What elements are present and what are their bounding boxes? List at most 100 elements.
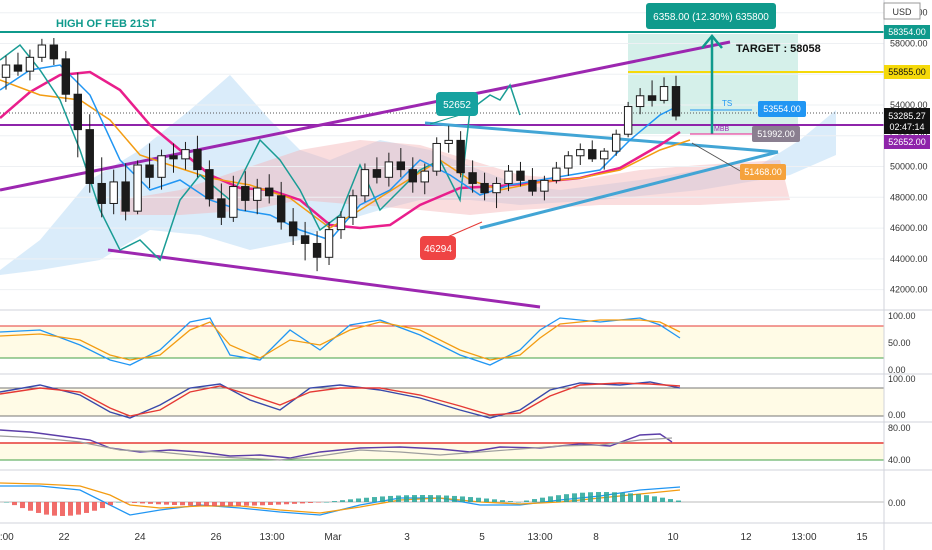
macd-bar xyxy=(588,492,593,502)
macd-pane xyxy=(0,482,884,516)
rsi-pane xyxy=(0,429,884,461)
macd-bar xyxy=(252,502,257,506)
candle-body xyxy=(205,169,214,200)
macd-bar xyxy=(124,502,129,503)
candle-body xyxy=(528,179,537,192)
macd-bar xyxy=(180,502,185,506)
candle-body xyxy=(229,186,238,218)
macd-bar xyxy=(380,496,385,502)
price-tags: USD 58354.00 55855.00 53285.27 02:47:14 … xyxy=(883,2,930,149)
time-tick-label: 24 xyxy=(134,532,146,543)
macd-bar xyxy=(340,500,345,502)
candle-body xyxy=(444,139,453,144)
macd-bar xyxy=(276,502,281,505)
candle-body xyxy=(37,44,47,58)
macd-bar xyxy=(372,497,377,502)
gray-level-box xyxy=(752,126,800,142)
price-tick-label: 58000.00 xyxy=(890,38,928,48)
macd-bar xyxy=(268,502,273,505)
time-tick-label: 8 xyxy=(593,532,599,543)
time-tick-label: 3 xyxy=(404,532,410,543)
macd-bar xyxy=(332,501,337,502)
macd-bar xyxy=(484,498,489,502)
candle-body xyxy=(504,170,513,184)
macd-bar xyxy=(348,499,353,502)
macd-bar xyxy=(476,497,481,502)
candle-body xyxy=(384,161,394,178)
price-tick-label: 48000.00 xyxy=(890,192,928,202)
macd-bar xyxy=(660,497,665,502)
candle-body xyxy=(25,56,35,72)
high-label: HIGH OF FEB 21ST xyxy=(56,18,157,30)
svg-text:100.00: 100.00 xyxy=(888,311,916,321)
yellow-tag: 55855.00 xyxy=(888,67,926,77)
macd-bar xyxy=(20,502,25,509)
macd-bar xyxy=(436,495,441,502)
time-tick-label: 15 xyxy=(856,532,868,543)
macd-bar xyxy=(356,498,361,502)
macd-bar xyxy=(44,502,49,515)
time-tick-label: 13:00 xyxy=(259,532,284,543)
macd-bar xyxy=(244,502,249,506)
candle-body xyxy=(396,161,406,171)
current-price-tag: 53285.27 xyxy=(888,111,926,121)
callout-high-label: 52652 xyxy=(443,100,471,111)
macd-bar xyxy=(548,496,553,502)
macd-bar xyxy=(92,502,97,511)
macd-bar xyxy=(508,501,513,502)
candle-body xyxy=(73,93,82,131)
candle-body xyxy=(600,150,609,160)
time-tick-label: 10 xyxy=(667,532,679,543)
macd-bar xyxy=(468,497,473,502)
macd-bar xyxy=(388,495,393,502)
macd-bar xyxy=(292,502,297,504)
callout-52652: 52652 xyxy=(429,92,478,125)
candle-body xyxy=(576,149,585,157)
measure-arrow-head xyxy=(701,34,723,49)
candle-body xyxy=(288,221,298,237)
macd-bar xyxy=(52,502,57,516)
macd-bar xyxy=(324,502,329,503)
candle-body xyxy=(492,182,501,194)
macd-bar xyxy=(68,502,73,516)
measure-label: 6358.00 (12.30%) 635800 xyxy=(653,12,769,23)
candle-body xyxy=(193,149,202,171)
candle-body xyxy=(169,155,178,160)
macd-bar xyxy=(364,497,369,502)
macd-bar xyxy=(628,493,633,502)
stoch-rsi-pane xyxy=(0,317,884,366)
macd-bar xyxy=(140,502,145,504)
macd-bar xyxy=(564,494,569,502)
triangle-lower-line xyxy=(479,150,779,230)
macd-bar xyxy=(108,502,113,506)
candle-body xyxy=(336,216,346,231)
candle-body xyxy=(109,181,118,204)
macd-bar xyxy=(172,502,177,505)
blue-level-box xyxy=(758,101,806,117)
macd-bar xyxy=(148,502,153,504)
macd-bar xyxy=(36,502,41,513)
candle-body xyxy=(61,58,71,95)
macd-bar xyxy=(220,502,225,506)
macd-bar xyxy=(196,502,201,506)
candle-body xyxy=(85,129,94,184)
macd-bar xyxy=(60,502,65,516)
svg-text:100.00: 100.00 xyxy=(888,374,916,384)
price-tick-label: 44000.00 xyxy=(890,254,928,264)
macd-bar xyxy=(84,502,89,513)
candle-body xyxy=(372,169,382,178)
price-axis: 60000.0058000.0056000.0054000.0052000.00… xyxy=(890,8,928,295)
candle-body xyxy=(265,187,274,197)
macd-bar xyxy=(676,500,681,502)
macd-bar xyxy=(76,502,81,515)
macd-bar xyxy=(428,495,433,502)
macd-bar xyxy=(116,502,121,503)
candle-body xyxy=(97,182,106,204)
macd-bar xyxy=(532,499,537,502)
candle-body xyxy=(432,142,441,172)
candle-body xyxy=(468,172,477,184)
macd-bar xyxy=(308,502,313,503)
time-tick-label: 3:00 xyxy=(0,532,14,543)
